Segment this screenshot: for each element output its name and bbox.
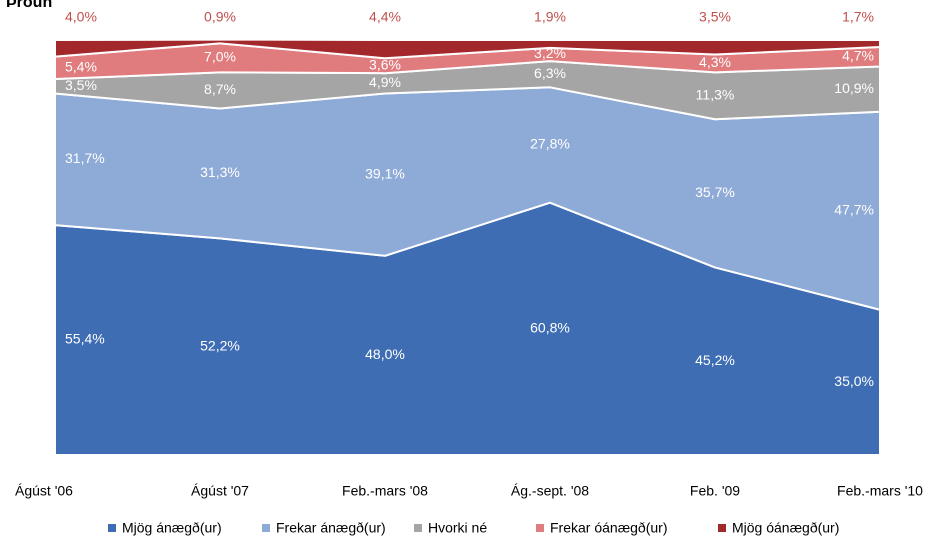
legend-marker (536, 524, 544, 532)
data-label: 5,4% (65, 59, 97, 75)
data-label: 60,8% (530, 320, 570, 336)
data-label: 7,0% (204, 49, 236, 65)
x-tick-label: Ágúst '07 (191, 483, 249, 499)
data-label: 45,2% (695, 352, 735, 368)
legend-label: Mjög ánægð(ur) (122, 520, 222, 536)
x-tick-label: Feb.-mars '10 (837, 483, 923, 499)
legend-label: Frekar ánægð(ur) (276, 520, 386, 536)
x-tick-label: Feb.-mars '08 (342, 483, 428, 499)
area (54, 38, 881, 60)
data-label: 4,9% (369, 74, 401, 90)
data-label: 3,6% (369, 56, 401, 72)
data-label: 3,5% (699, 9, 731, 25)
x-tick-label: Ág.-sept. '08 (511, 483, 589, 499)
data-label: 4,3% (699, 54, 731, 70)
data-label: 39,1% (365, 165, 405, 181)
data-label: 8,7% (204, 81, 236, 97)
legend-marker (718, 524, 726, 532)
data-label: 1,7% (842, 9, 874, 25)
x-tick-label: Feb. '09 (690, 483, 740, 499)
data-label: 4,4% (369, 9, 401, 25)
data-label: 3,2% (534, 45, 566, 61)
data-label: 3,5% (65, 77, 97, 93)
data-label: 4,7% (842, 48, 874, 64)
legend-label: Hvorki né (428, 520, 487, 536)
data-label: 0,9% (204, 9, 236, 25)
data-label: 31,3% (200, 164, 240, 180)
data-label: 55,4% (65, 331, 105, 347)
data-label: 52,2% (200, 337, 240, 353)
chart-title: Þróun (6, 0, 52, 11)
data-label: 1,9% (534, 9, 566, 25)
data-label: 6,3% (534, 65, 566, 81)
data-label: 31,7% (65, 150, 105, 166)
data-label: 35,0% (834, 373, 874, 389)
data-label: 4,0% (65, 9, 97, 25)
data-label: 47,7% (834, 201, 874, 217)
legend-marker (262, 524, 270, 532)
legend-marker (414, 524, 422, 532)
legend-marker (108, 524, 116, 532)
data-label: 10,9% (834, 80, 874, 96)
x-tick-label: Ágúst '06 (15, 483, 73, 499)
legend-label: Frekar óánægð(ur) (550, 520, 668, 536)
data-label: 27,8% (530, 136, 570, 152)
data-label: 35,7% (695, 184, 735, 200)
legend-label: Mjög óánægð(ur) (732, 520, 839, 536)
data-label: 48,0% (365, 346, 405, 362)
data-label: 11,3% (696, 87, 735, 103)
